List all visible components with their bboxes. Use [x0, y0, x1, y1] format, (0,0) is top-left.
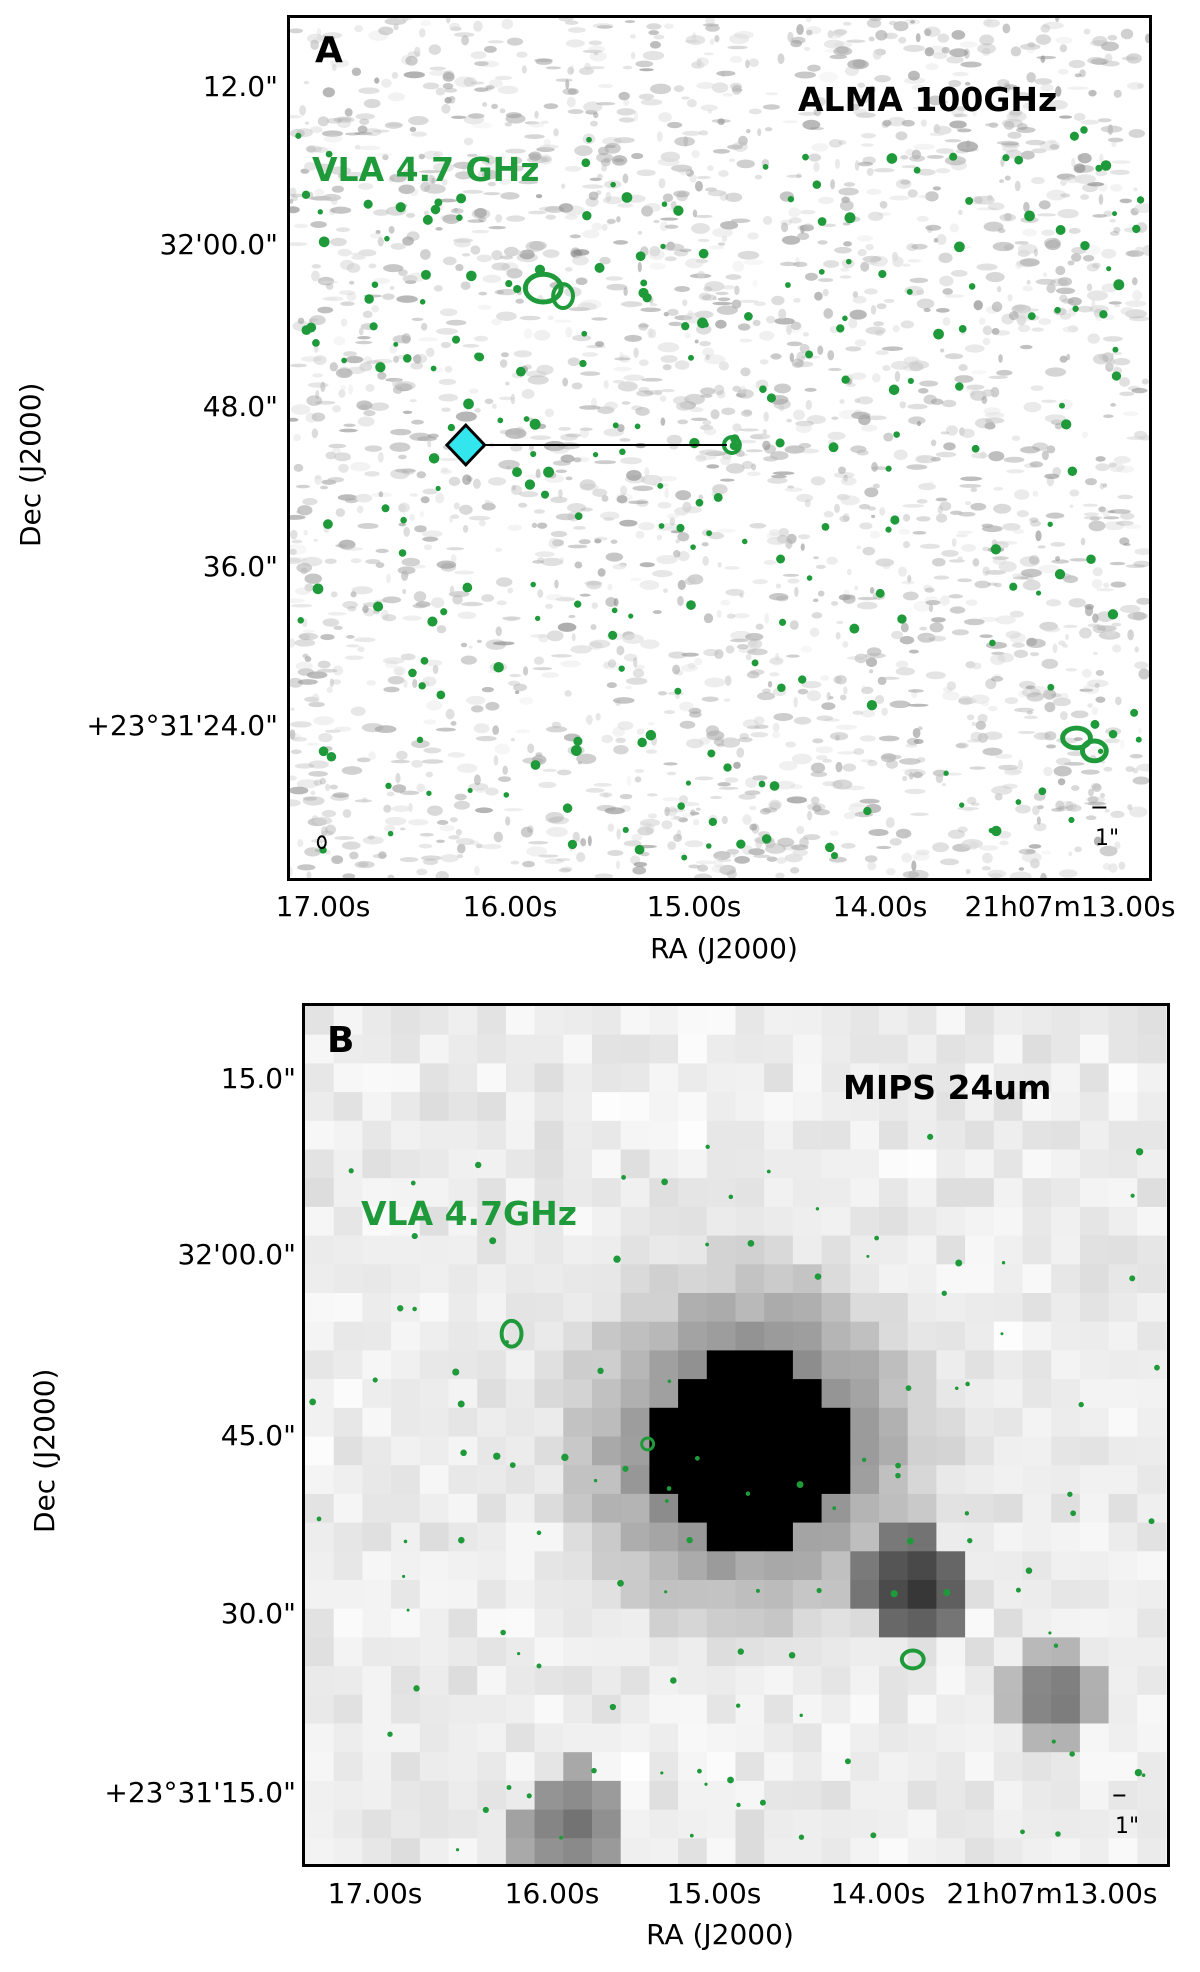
panel-b-scale-label: 1" [1115, 1814, 1140, 1839]
panel-a-ytick-0: 12.0" [202, 70, 278, 103]
panel-b-letter: B [327, 1020, 355, 1061]
panel-a-vla-label: VLA 4.7 GHz [312, 150, 540, 189]
panel-a-letter: A [315, 30, 343, 71]
panel-b-ytick-0: 15.0" [220, 1062, 296, 1095]
mips-image-panel: B MIPS 24um VLA 4.7GHz 1" [302, 1003, 1170, 1867]
panel-a-xtick-0: 17.00s [275, 890, 371, 923]
panel-b-ytick-3: 30.0" [220, 1597, 296, 1630]
diamond-marker [444, 422, 487, 468]
panel-a-ytick-4: +23°31'24.0" [86, 709, 278, 742]
panel-a-xlabel: RA (J2000) [650, 932, 798, 965]
source-contour-north [522, 271, 564, 305]
panel-b-xtick-2: 15.00s [666, 1877, 762, 1910]
panel-a-xtick-1: 16.00s [462, 890, 558, 923]
panel-b-ytick-2: 45.0" [220, 1419, 296, 1452]
source-contour-southeast [1060, 725, 1093, 751]
mips-pixel-layer [305, 1006, 1167, 1864]
mips-vla-contours [309, 1133, 1160, 1852]
panel-b-ytick-4: +23°31'15.0" [104, 1776, 296, 1809]
source-contour-north [499, 1318, 524, 1349]
panel-a-ytick-2: 48.0" [202, 390, 278, 423]
panel-a-scale-label: 1" [1095, 826, 1120, 851]
panel-a-ytick-3: 36.0" [202, 550, 278, 583]
panel-b-vla-label: VLA 4.7GHz [361, 1194, 577, 1233]
mips-pixel-map [305, 1006, 1167, 1864]
panel-b-band-label: MIPS 24um [843, 1068, 1052, 1107]
source-contour-southeast [899, 1648, 926, 1671]
beam-ellipse [316, 835, 327, 850]
alma-image-panel: A ALMA 100GHz VLA 4.7 GHz 1" [287, 15, 1152, 881]
panel-b-xtick-1: 16.00s [504, 1877, 600, 1910]
panel-a-xtick-3: 14.00s [832, 890, 928, 923]
panel-a-ytick-1: 32'00.0" [159, 228, 278, 261]
panel-b-xtick-4: 21h07m13.00s [946, 1877, 1158, 1910]
alma-noise-layer [290, 18, 1149, 878]
panel-b-xlabel: RA (J2000) [646, 1918, 794, 1951]
source-contour-center [640, 1436, 656, 1452]
panel-b-xtick-0: 17.00s [327, 1877, 423, 1910]
panel-a-ylabel: Dec (J2000) [14, 382, 47, 547]
panel-a-xtick-4: 21h07m13.00s [964, 890, 1176, 923]
panel-b-ytick-1: 32'00.0" [177, 1238, 296, 1271]
alma-noise-map [290, 18, 1149, 878]
panel-b-ylabel: Dec (J2000) [28, 1368, 61, 1533]
alma-vla-contours [295, 126, 1145, 861]
panel-a-xtick-2: 15.00s [646, 890, 742, 923]
panel-b-xtick-3: 14.00s [830, 1877, 926, 1910]
panel-a-band-label: ALMA 100GHz [798, 80, 1058, 119]
